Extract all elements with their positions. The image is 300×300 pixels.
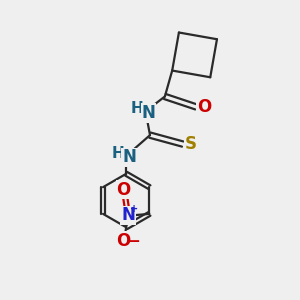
Text: H: H [112, 146, 124, 161]
Text: H: H [131, 101, 144, 116]
Text: S: S [185, 135, 197, 153]
Text: O: O [116, 181, 131, 199]
Text: N: N [122, 148, 136, 166]
Text: O: O [116, 232, 131, 250]
Text: N: N [121, 206, 135, 224]
Text: −: − [127, 234, 140, 249]
Text: O: O [197, 98, 212, 116]
Text: N: N [142, 104, 155, 122]
Text: +: + [130, 204, 139, 214]
